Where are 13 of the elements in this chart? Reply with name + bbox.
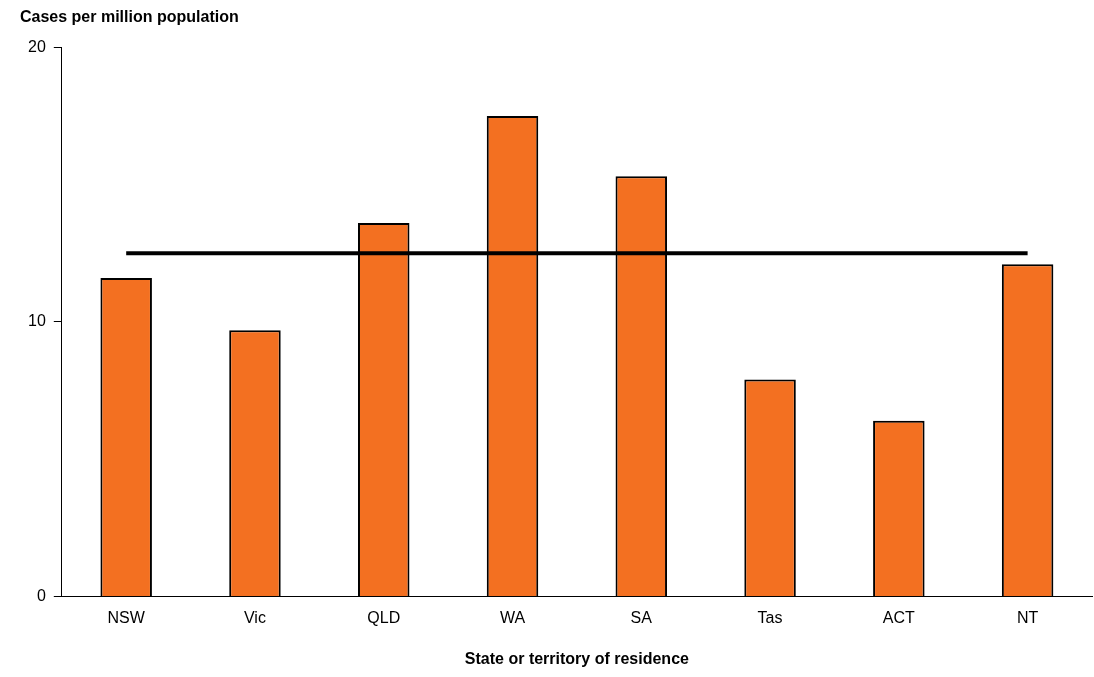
y-tick-label: 20 — [28, 37, 46, 55]
y-tick-label: 10 — [28, 312, 46, 330]
y-axis-title: Cases per million population — [20, 8, 239, 26]
x-tick-label: QLD — [367, 608, 401, 626]
x-axis-title: State or territory of residence — [464, 649, 690, 667]
y-tick-label: 0 — [36, 587, 46, 605]
x-tick-label: Tas — [757, 608, 783, 626]
x-tick-label: ACT — [882, 608, 916, 626]
x-tick-label: Vic — [243, 608, 266, 626]
x-tick-label: SA — [630, 608, 653, 626]
x-tick-label: NSW — [107, 608, 146, 626]
x-tick-label: NT — [1016, 608, 1039, 626]
x-tick-label: WA — [499, 608, 526, 626]
